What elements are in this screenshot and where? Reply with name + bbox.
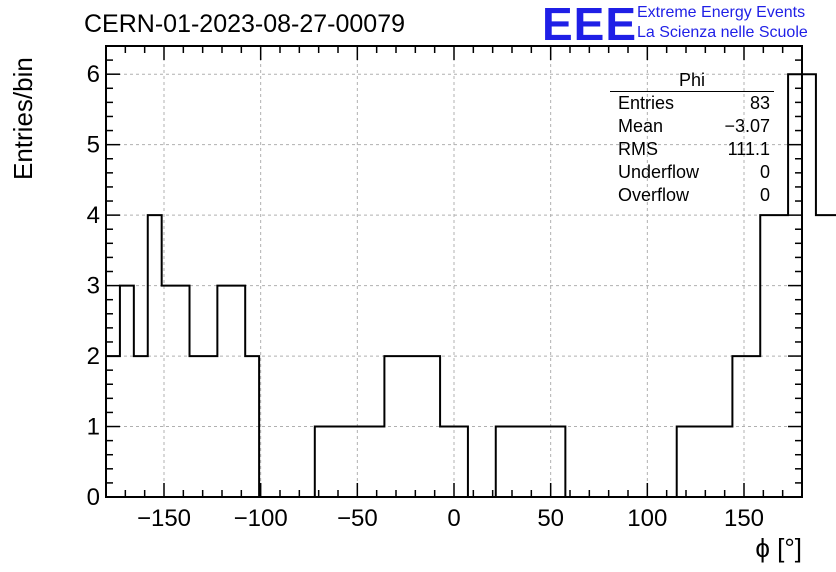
x-tick-label: 100	[627, 505, 667, 532]
x-tick-label: −100	[234, 505, 288, 532]
x-axis-label: ϕ [°]	[755, 533, 802, 563]
stats-label: Entries	[618, 93, 675, 113]
histogram-step-line	[105, 73, 836, 498]
y-tick-label: 2	[87, 343, 100, 370]
y-tick-label: 1	[87, 414, 100, 441]
x-axis-ticks: −150 −100 −50 0 50 100 150	[105, 46, 803, 532]
eee-logo-line2: La Scienza nelle Scuole	[637, 24, 808, 41]
stats-title: Phi	[610, 70, 774, 92]
stats-label: Mean	[618, 116, 664, 136]
stats-label: RMS	[618, 139, 658, 159]
stats-value: 83	[749, 93, 770, 113]
eee-logo: EEE	[542, 0, 638, 50]
stats-box: Phi Entries 83 Mean −3.07 RMS 111.1 Underfl…	[610, 70, 774, 207]
eee-logo-line1: Extreme Energy Events	[637, 4, 806, 21]
stats-row-rms: RMS 111.1	[610, 138, 774, 161]
stats-value: 0	[759, 185, 770, 205]
x-tick-label: 50	[537, 505, 564, 532]
stats-label: Underflow	[618, 162, 700, 182]
y-tick-label: 3	[87, 273, 100, 300]
y-tick-label: 5	[87, 132, 100, 159]
chart-title: CERN-01-2023-08-27-00079	[84, 10, 406, 38]
y-tick-label: 6	[87, 61, 100, 88]
stats-row-entries: Entries 83	[610, 92, 774, 115]
x-tick-label: −50	[337, 505, 378, 532]
stats-row-underflow: Underflow 0	[610, 161, 774, 184]
x-tick-label: −150	[137, 505, 191, 532]
stats-value: 111.1	[727, 139, 770, 159]
x-tick-label: 150	[724, 505, 764, 532]
stats-value: 0	[759, 162, 770, 182]
y-axis-ticks: 0 1 2 3 4 5 6	[87, 45, 802, 511]
stats-row-mean: Mean −3.07	[610, 115, 774, 138]
x-tick-label: 0	[447, 505, 460, 532]
stats-value: −3.07	[724, 116, 770, 136]
y-axis-label: Entries/bin	[8, 57, 38, 180]
stats-row-overflow: Overflow 0	[610, 184, 774, 207]
y-tick-label: 4	[87, 202, 100, 229]
eee-logo-text: Extreme Energy Events La Scienza nelle S…	[637, 3, 808, 43]
stats-label: Overflow	[618, 185, 690, 205]
y-tick-label: 0	[87, 484, 100, 511]
